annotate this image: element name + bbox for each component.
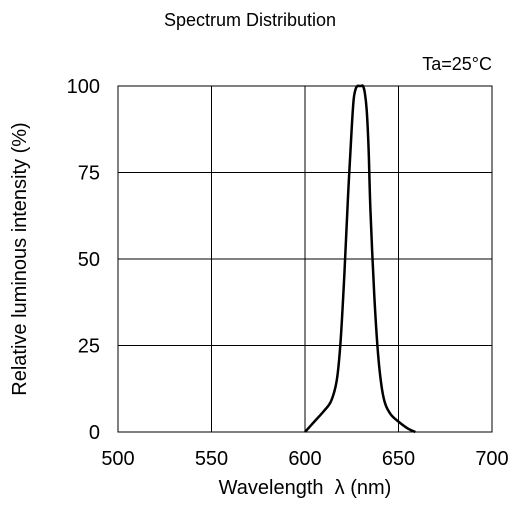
series-lines — [304, 84, 416, 434]
x-tick-label: 600 — [288, 448, 321, 470]
y-tick-label: 75 — [78, 163, 100, 185]
y-tick-labels: 0 25 50 75 100 — [67, 76, 100, 444]
temperature-annotation: Ta=25°C — [422, 54, 492, 74]
series-line — [304, 84, 416, 434]
y-tick-label: 50 — [78, 249, 100, 271]
y-axis-label: Relative luminous intensity (%) — [9, 122, 31, 395]
y-tick-label: 0 — [89, 422, 100, 444]
grid-lines — [118, 86, 492, 432]
x-tick-labels: 500 550 600 650 700 — [101, 448, 508, 470]
x-axis-label: Wavelength λ (nm) — [219, 477, 392, 499]
x-tick-label: 500 — [101, 448, 134, 470]
x-tick-label: 650 — [382, 448, 415, 470]
chart-title: Spectrum Distribution — [164, 10, 336, 30]
y-tick-label: 25 — [78, 336, 100, 358]
y-tick-label: 100 — [67, 76, 100, 98]
x-tick-label: 700 — [475, 448, 508, 470]
x-tick-label: 550 — [195, 448, 228, 470]
